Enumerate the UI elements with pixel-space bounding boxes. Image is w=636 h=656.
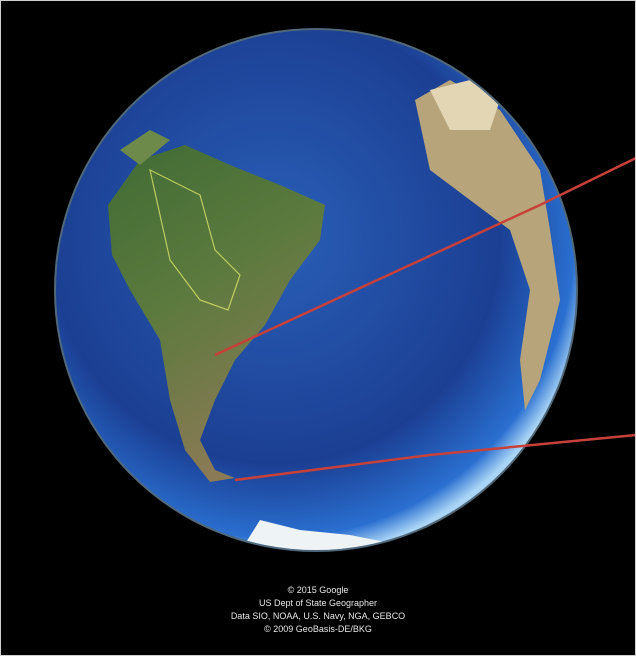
attribution-line: © 2015 Google	[287, 585, 349, 595]
antarctica	[235, 520, 420, 550]
borders	[149, 168, 241, 311]
attribution: © 2015 Google US Dept of State Geographe…	[0, 584, 636, 636]
attribution-line: US Dept of State Geographer	[258, 598, 378, 608]
south-america	[108, 145, 325, 482]
route-line	[214, 156, 636, 357]
route-line	[234, 433, 636, 482]
sahara	[430, 80, 500, 130]
caribbean	[120, 130, 170, 165]
attribution-line: Data SIO, NOAA, U.S. Navy, NGA, GEBCO	[230, 611, 406, 621]
attribution-line: © 2009 GeoBasis-DE/BKG	[264, 624, 372, 634]
africa	[415, 80, 560, 410]
